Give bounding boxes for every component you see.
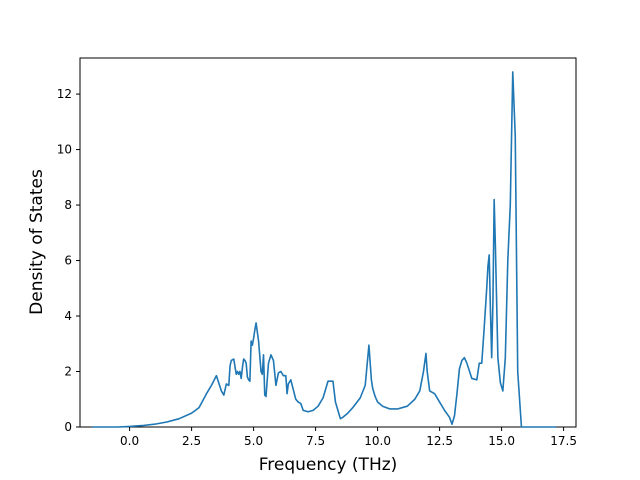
y-tick-label: 6 — [64, 254, 72, 268]
y-tick-label: 4 — [64, 309, 72, 323]
x-axis-ticks: 0.0 2.5 5.0 7.5 10.0 12.5 15.0 17.5 — [120, 427, 577, 448]
x-tick-label: 7.5 — [306, 434, 325, 448]
y-tick-label: 12 — [57, 87, 72, 101]
x-tick-label: 12.5 — [426, 434, 453, 448]
x-tick-label: 2.5 — [182, 434, 201, 448]
y-axis-ticks: 0 2 4 6 8 10 12 — [57, 87, 80, 434]
x-axis-label: Frequency (THz) — [259, 455, 398, 475]
series-line — [92, 71, 557, 428]
y-tick-label: 10 — [57, 143, 72, 157]
plot-frame — [79, 57, 577, 428]
y-tick-label: 2 — [64, 365, 72, 379]
y-tick-label: 0 — [64, 420, 72, 434]
x-tick-label: 15.0 — [488, 434, 515, 448]
x-tick-label: 17.5 — [550, 434, 577, 448]
x-tick-label: 10.0 — [364, 434, 391, 448]
x-tick-label: 0.0 — [120, 434, 139, 448]
y-axis-label: Density of States — [27, 169, 47, 315]
y-tick-label: 8 — [64, 198, 72, 212]
x-tick-label: 5.0 — [244, 434, 263, 448]
plot-area — [79, 57, 577, 428]
